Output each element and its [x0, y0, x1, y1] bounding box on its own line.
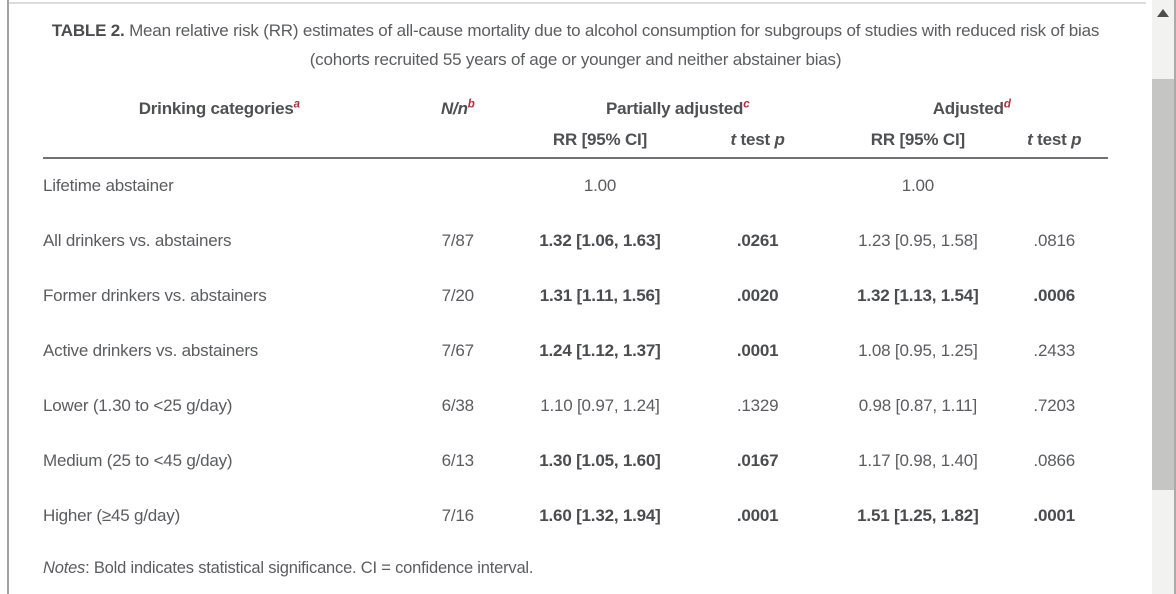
cell-category: Former drinkers vs. abstainers [43, 285, 267, 305]
cell-adjusted_p: .0866 [1033, 450, 1075, 470]
notes-label: Notes [43, 559, 86, 577]
cell-partial_p: .0261 [736, 230, 779, 250]
col-subheader-empty [43, 122, 396, 159]
table-row: Higher (≥45 g/day) 7/16 1.60 [1.32, 1.94].… [43, 488, 1108, 543]
cell-n: 7/16 [441, 505, 474, 525]
scrollbar-thumb[interactable] [1152, 79, 1174, 490]
vertical-scrollbar[interactable] [1152, 0, 1174, 594]
results-table: Drinking categoriesa N/nb Partially adju… [43, 90, 1108, 543]
col-header-drinking-categories: Drinking categoriesa [138, 98, 300, 118]
cell-adjusted_rr: 1.00 [901, 176, 934, 195]
cell-partial_p: .0001 [736, 505, 779, 525]
cell-partial_rr: 1.30 [1.05, 1.60] [539, 450, 661, 470]
col-subheader-empty [395, 122, 521, 159]
cell-partial_p: .0001 [736, 340, 779, 360]
col-header-n: N/nb [440, 98, 475, 118]
cell-category: Medium (25 to <45 g/day) [43, 450, 233, 470]
table-label: TABLE 2. [51, 21, 125, 40]
footnote-marker-a: a [293, 98, 300, 111]
scroll-up-button[interactable] [1152, 0, 1174, 26]
col-header-adjusted: Adjustedd [932, 98, 1011, 118]
col-subheader-rr-ci-partial: RR [95% CI] [520, 122, 680, 159]
cell-n [396, 158, 521, 213]
cell-partial_p: .1329 [736, 395, 779, 415]
cell-adjusted_p: .0001 [1033, 505, 1075, 525]
cell-adjusted_p [1000, 158, 1108, 213]
page-content: TABLE 2. Mean relative risk (RR) estimat… [9, 4, 1146, 594]
window-top-border [9, 2, 1146, 4]
table-row: All drinkers vs. abstainers 7/87 1.32 [1.0… [43, 213, 1108, 268]
table-row: Lower (1.30 to <25 g/day) 6/38 1.10 [0.97,… [43, 378, 1108, 433]
cell-adjusted_rr: 1.32 [1.13, 1.54] [857, 285, 979, 305]
table-header: Drinking categoriesa N/nb Partially adju… [43, 90, 1108, 159]
notes-text: : Bold indicates statistical significanc… [85, 559, 534, 577]
col-subheader-rr-ci-adjusted: RR [95% CI] [835, 122, 1001, 159]
cell-partial_rr: 1.60 [1.32, 1.94] [539, 505, 661, 525]
cell-adjusted_rr: 1.51 [1.25, 1.82] [857, 505, 979, 525]
cell-category: Lower (1.30 to <25 g/day) [43, 395, 233, 415]
cell-partial_p: .0167 [736, 450, 779, 470]
cell-partial_p [680, 158, 835, 213]
table-caption-text: Mean relative risk (RR) estimates of all… [129, 21, 1100, 69]
cell-adjusted_rr: 0.98 [0.87, 1.11] [858, 395, 977, 415]
cell-partial_p: .0020 [736, 285, 779, 305]
up-arrow-icon [1157, 9, 1169, 17]
cell-category: All drinkers vs. abstainers [43, 230, 232, 250]
table-row: Lifetime abstainer 1.00 1.00 [43, 158, 1108, 213]
cell-n: 6/13 [441, 450, 474, 470]
cell-category: Active drinkers vs. abstainers [43, 340, 259, 360]
cell-adjusted_p: .0006 [1033, 285, 1075, 305]
footnote-marker-b: b [467, 98, 475, 111]
cell-partial_rr: 1.24 [1.12, 1.37] [539, 340, 661, 360]
cell-adjusted_rr: 1.23 [0.95, 1.58] [858, 230, 978, 250]
cell-n: 6/38 [441, 395, 474, 415]
cell-adjusted_p: .2433 [1033, 340, 1075, 360]
cell-partial_rr: 1.00 [583, 176, 617, 195]
col-header-partially-adjusted: Partially adjustedc [606, 98, 750, 118]
footnote-marker-c: c [743, 98, 750, 111]
cell-n: 7/87 [441, 230, 474, 250]
table-caption: TABLE 2. Mean relative risk (RR) estimat… [43, 16, 1108, 74]
cell-adjusted_p: .7203 [1033, 395, 1075, 415]
cell-n: 7/67 [441, 340, 474, 360]
cell-n: 7/20 [441, 285, 474, 305]
cell-category: Higher (≥45 g/day) [43, 505, 181, 525]
window-right-border [1174, 0, 1176, 594]
window-left-border [7, 0, 9, 594]
cell-partial_rr: 1.10 [0.97, 1.24] [540, 395, 660, 415]
table-notes: Notes: Bold indicates statistical signif… [43, 559, 1108, 578]
cell-adjusted_rr: 1.08 [0.95, 1.25] [858, 340, 978, 360]
cell-partial_rr: 1.32 [1.06, 1.63] [539, 230, 661, 250]
cell-adjusted_p: .0816 [1033, 230, 1075, 250]
table-body: Lifetime abstainer 1.00 1.00 All drinkers v… [43, 158, 1108, 543]
col-subheader-ttest-partial: t test p [679, 122, 836, 159]
table-row: Medium (25 to <45 g/day) 6/13 1.30 [1.05, … [43, 433, 1108, 488]
footnote-marker-d: d [1003, 98, 1011, 111]
col-subheader-ttest-adjusted: t test p [1000, 122, 1108, 159]
cell-category: Lifetime abstainer [43, 176, 174, 195]
table-row: Active drinkers vs. abstainers 7/67 1.24 [… [43, 323, 1108, 378]
table-row: Former drinkers vs. abstainers 7/20 1.31 [… [43, 268, 1108, 323]
cell-adjusted_rr: 1.17 [0.98, 1.40] [858, 450, 978, 470]
cell-partial_rr: 1.31 [1.11, 1.56] [539, 285, 661, 305]
